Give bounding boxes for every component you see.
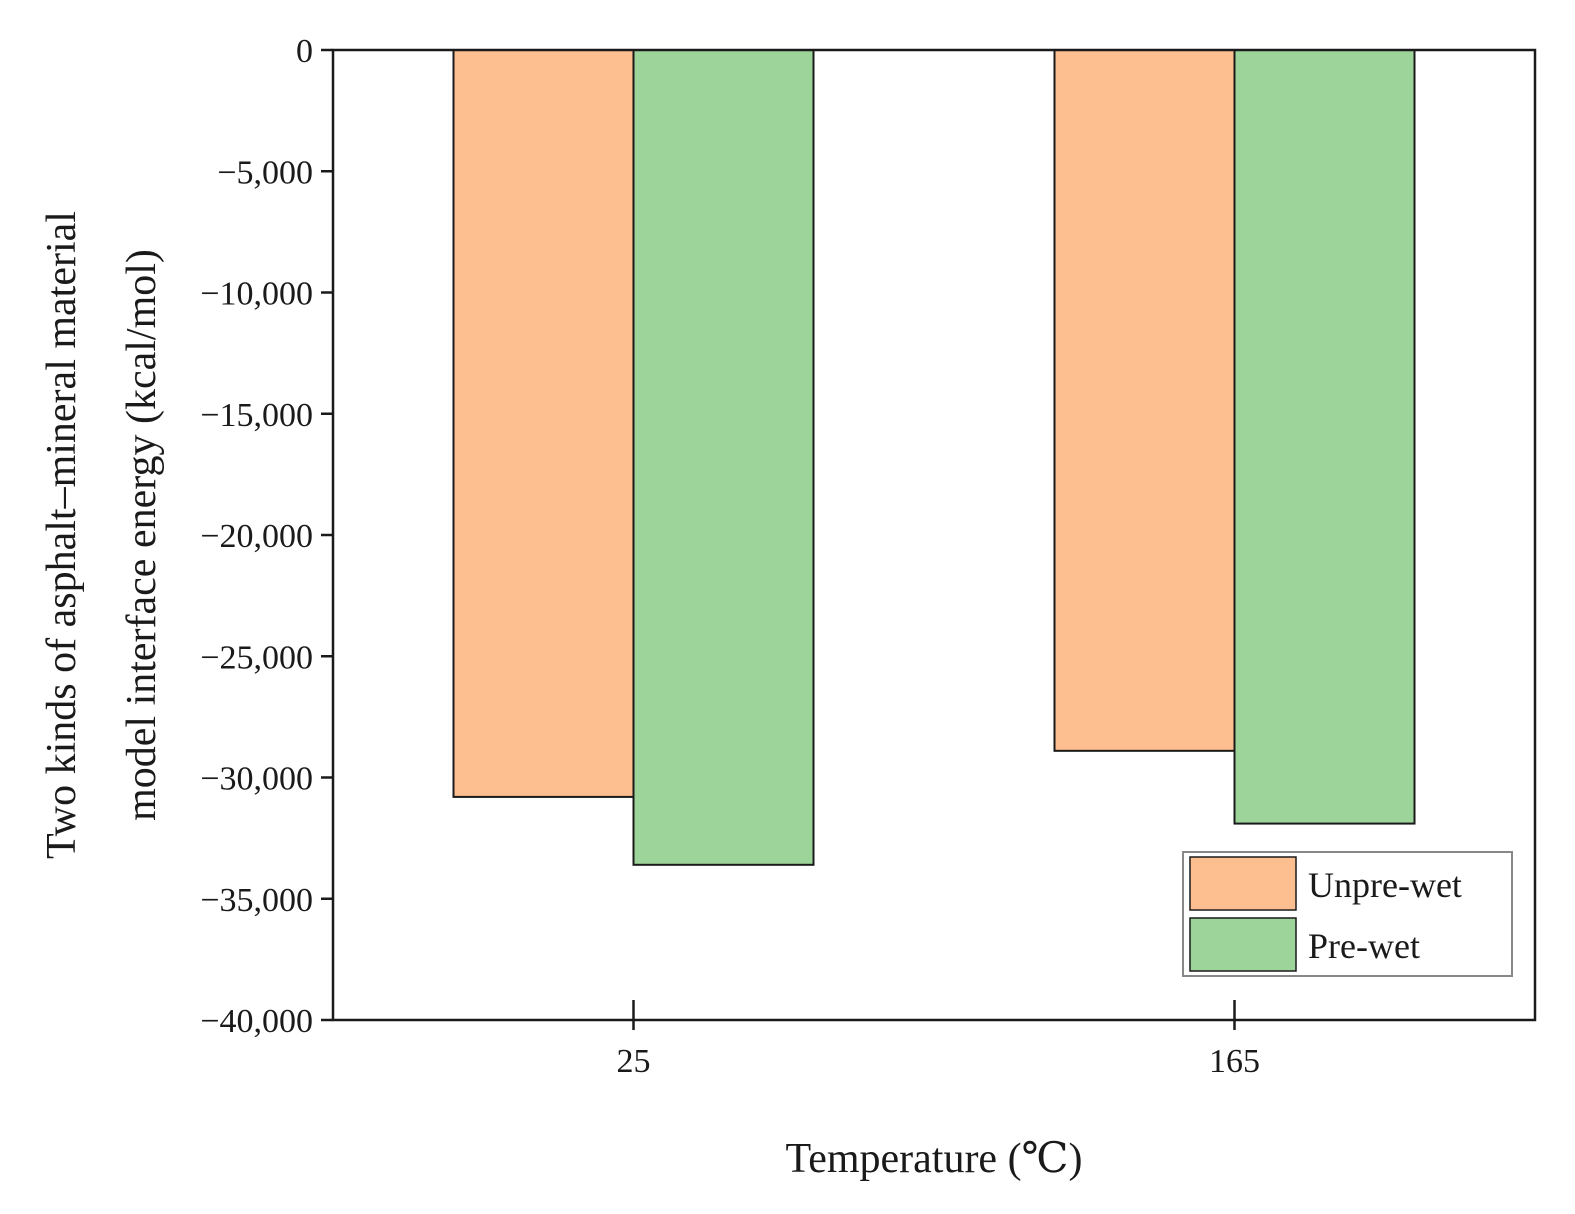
y-tick-label: −30,000 [200, 761, 313, 798]
y-axis-title-line-1: Two kinds of asphalt–mineral material [39, 211, 85, 859]
legend-swatch-unpre-wet [1189, 856, 1297, 911]
bar-pre-wet-165 [1233, 49, 1416, 825]
y-tick-label: 0 [296, 33, 313, 70]
bar-pre-wet-25 [632, 49, 815, 866]
y-tick-label: −25,000 [200, 639, 313, 676]
bars-layer [452, 49, 1416, 866]
y-tick-label: −20,000 [200, 518, 313, 555]
x-tick-label: 25 [617, 1043, 651, 1080]
legend-label-pre-wet: Pre-wet [1308, 926, 1420, 966]
y-tick-label: −10,000 [200, 276, 313, 313]
y-axis-title-line-2: model interface energy (kcal/mol) [119, 249, 165, 821]
legend-label-unpre-wet: Unpre-wet [1308, 865, 1462, 905]
x-ticks: 25 165 [617, 1000, 1260, 1080]
y-tick-label: −15,000 [200, 397, 313, 434]
y-tick-label: −40,000 [200, 1003, 313, 1040]
x-axis-title: Temperature (℃) [785, 1136, 1082, 1182]
y-tick-label: −5,000 [217, 154, 313, 191]
x-tick-label: 165 [1209, 1043, 1260, 1080]
y-ticks: 0 −5,000 −10,000 −15,000 −20,000 −25,000 −30,0… [200, 33, 333, 1040]
bar-unpre-wet-165 [1053, 49, 1236, 752]
bar-unpre-wet-25 [452, 49, 635, 798]
legend-swatch-pre-wet [1189, 917, 1297, 972]
legend: Unpre-wet Pre-wet [1182, 851, 1513, 977]
y-tick-label: −35,000 [200, 882, 313, 919]
